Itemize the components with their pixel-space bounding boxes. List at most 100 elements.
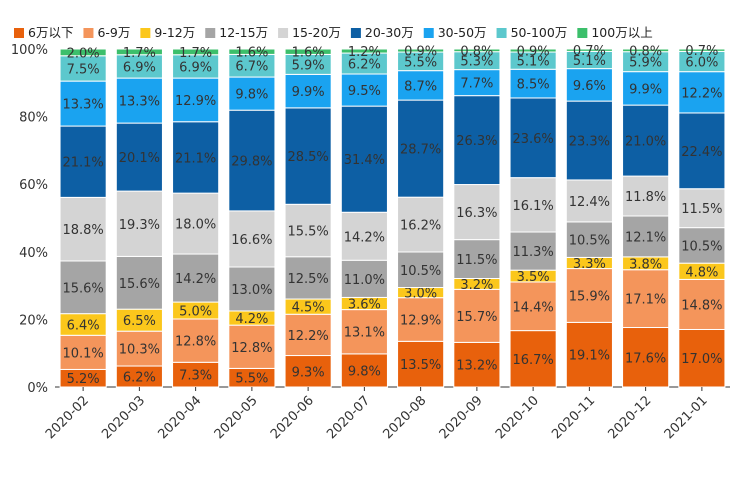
legend-label: 15-20万 <box>292 25 341 40</box>
bar-segment <box>228 324 276 369</box>
bar-segment <box>172 192 220 255</box>
data-label: 13.1% <box>344 326 385 341</box>
data-label: 28.5% <box>287 150 328 165</box>
bar-segment <box>172 48 220 56</box>
data-label: 16.1% <box>512 199 553 214</box>
bar-segment <box>59 48 107 57</box>
data-label: 7.7% <box>460 77 493 92</box>
bar-column: 13.2% 15.7% 3.2% 11.5% 16.3% 26.3% 7.7% 5.3%0.8… <box>453 44 501 388</box>
bar-column: 5.2% 10.1% 6.4% 15.6% 18.8% 21.1% 13.3% 7.5%2.0… <box>59 46 107 388</box>
bar-segment <box>284 313 332 357</box>
bar-segment <box>284 48 332 55</box>
bar-segment <box>284 73 332 109</box>
bar-segment <box>678 278 726 330</box>
bar-segment <box>397 99 445 198</box>
bar-column: 6.2% 10.3% 6.5% 15.6% 19.3% 20.1% 13.3% 6.9%1.7… <box>115 46 163 388</box>
data-label: 6.9% <box>123 60 156 75</box>
data-label: 28.7% <box>400 143 441 158</box>
data-label: 12.1% <box>625 230 666 245</box>
bar-column: 17.6% 17.1% 3.8% 12.1% 11.8% 21.0% 9.9% 5.9%0.8… <box>622 44 670 388</box>
data-label: 8.5% <box>517 78 550 93</box>
bar-segment <box>453 239 501 280</box>
data-label: 12.2% <box>681 86 722 101</box>
legend-swatch <box>350 28 361 38</box>
bar-segment <box>453 95 501 186</box>
bar-segment <box>622 269 670 329</box>
bar-segment <box>172 253 220 303</box>
data-label: 18.8% <box>62 223 103 238</box>
data-label: 13.0% <box>231 283 272 298</box>
data-label: 10.5% <box>569 234 610 249</box>
bar-column: 9.3% 12.2% 4.5% 12.5% 15.5% 28.5% 9.9% 5.9%1.6% <box>284 46 332 388</box>
data-label: 0.9% <box>404 45 437 60</box>
bar-segment <box>622 48 670 53</box>
legend-swatch <box>83 28 94 38</box>
data-label: 6.7% <box>235 60 268 75</box>
legend-swatch <box>205 28 216 38</box>
data-label: 1.6% <box>235 46 268 61</box>
data-label: 4.5% <box>292 301 325 316</box>
legend-item: 50-100万 <box>496 25 567 40</box>
data-label: 31.4% <box>344 153 385 168</box>
data-label: 26.3% <box>456 134 497 149</box>
data-label: 0.7% <box>573 44 606 59</box>
bar-segment <box>509 48 557 53</box>
bar-column: 17.0% 14.8% 4.8% 10.5% 11.5% 22.4% 12.2% 6.0%0.… <box>678 44 726 388</box>
data-label: 18.0% <box>175 218 216 233</box>
data-label: 15.7% <box>456 310 497 325</box>
x-tick-label: 2020-06 <box>268 393 317 442</box>
legend: 6万以下 6-9万 9-12万 12-15万 15-20万 20-30万 30-50万 50-… <box>14 25 653 40</box>
data-label: 9.6% <box>573 79 606 94</box>
data-label: 11.3% <box>512 245 553 260</box>
y-tick-label: 60% <box>19 178 48 193</box>
bar-segment <box>397 48 445 53</box>
data-label: 3.2% <box>460 278 493 293</box>
y-tick-label: 80% <box>19 111 48 126</box>
data-label: 10.3% <box>119 343 160 358</box>
data-label: 1.7% <box>123 46 156 61</box>
data-label: 12.8% <box>231 341 272 356</box>
x-tick-label: 2020-10 <box>493 393 542 442</box>
data-label: 11.8% <box>625 190 666 205</box>
bar-segment <box>453 341 501 388</box>
bar-segment <box>340 259 388 298</box>
legend-swatch <box>140 28 151 38</box>
data-label: 5.1% <box>573 54 606 69</box>
data-label: 5.1% <box>517 55 550 70</box>
bar-segment <box>172 361 220 388</box>
data-label: 16.3% <box>456 206 497 221</box>
data-label: 12.9% <box>400 314 441 329</box>
bar-segment <box>453 69 501 97</box>
bar-segment <box>115 190 163 257</box>
bar-segment <box>59 55 107 82</box>
data-label: 11.5% <box>456 253 497 268</box>
bar-segment <box>115 122 163 192</box>
y-tick-label: 20% <box>19 313 48 328</box>
x-tick-label: 2020-11 <box>549 393 598 442</box>
data-label: 1.6% <box>292 46 325 61</box>
data-label: 12.4% <box>569 195 610 210</box>
data-label: 20.1% <box>119 151 160 166</box>
data-label: 12.8% <box>175 335 216 350</box>
data-label: 11.5% <box>681 202 722 217</box>
bar-segment <box>509 68 557 99</box>
bar-segment <box>340 48 388 54</box>
data-label: 12.9% <box>175 94 216 109</box>
legend-swatch <box>278 28 289 38</box>
legend-swatch <box>577 28 588 38</box>
bar-segment <box>453 184 501 241</box>
bar-segment <box>565 100 613 181</box>
bar-segment <box>397 340 445 388</box>
bar-segment <box>59 125 107 198</box>
bar-column: 9.8% 13.1% 3.6% 11.0% 14.2% 31.4% 9.5% 6.2%1.2% <box>340 45 388 388</box>
data-label: 21.0% <box>625 135 666 150</box>
bar-segment <box>228 48 276 55</box>
bar-segment <box>565 48 613 52</box>
data-label: 16.6% <box>231 233 272 248</box>
bar-segment <box>397 196 445 253</box>
data-label: 5.2% <box>67 372 100 387</box>
data-label: 19.3% <box>119 218 160 233</box>
bar-segment <box>622 71 670 106</box>
bar-segment <box>622 327 670 388</box>
